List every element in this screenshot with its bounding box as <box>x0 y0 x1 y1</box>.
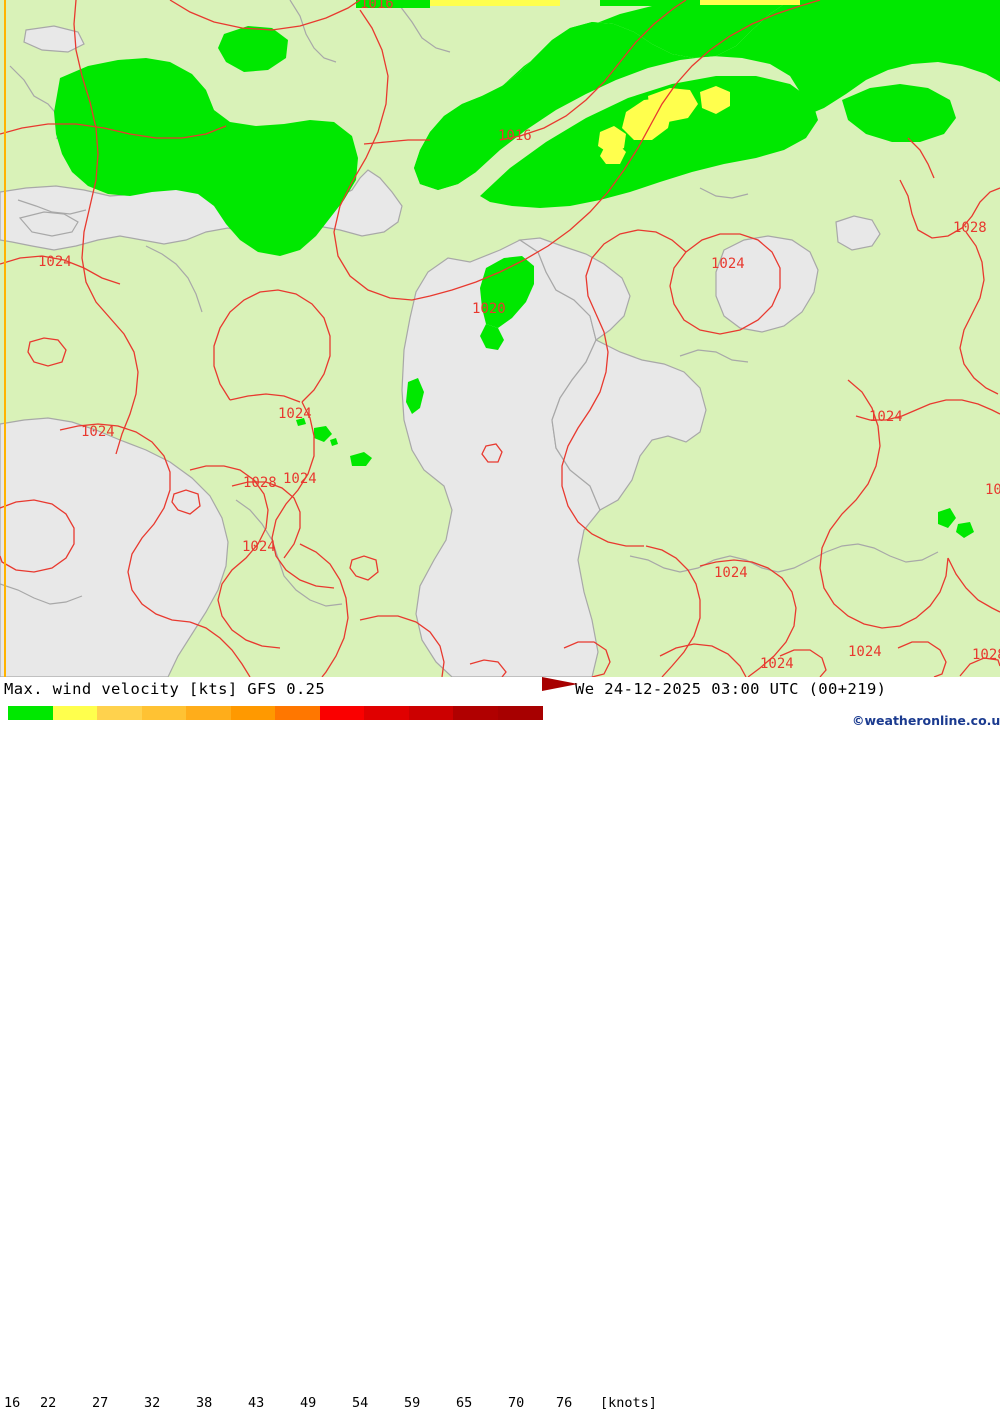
water-northeast-island <box>715 235 819 333</box>
wind-patch-central-sea-tail <box>480 324 504 350</box>
legend-tick-76: 76 <box>556 1395 573 1411</box>
legend-tick-70: 70 <box>508 1395 525 1411</box>
wind-patch-nw-tiny <box>94 82 140 112</box>
legend-swatch-43 <box>230 706 276 720</box>
legend-swatch-59 <box>364 706 410 720</box>
isobar-label-1020-5: 1020 <box>472 301 506 317</box>
isobar-label-1028-16: 1028 <box>972 647 1000 663</box>
legend-tick-65: 65 <box>456 1395 473 1411</box>
wind-strip-top-yellow <box>430 0 560 6</box>
wind-strip-top-1 <box>356 0 430 8</box>
legend-tick-32: 32 <box>144 1395 161 1411</box>
weather-map-canvas[interactable]: 1016 1016 1024 1028 1024 1020 1024 1024 1024 1028… <box>0 0 1000 677</box>
isobar-label-1024-7: 1024 <box>81 424 115 440</box>
map-footer: Max. wind velocity [kts] GFS 0.25 We 24-… <box>0 677 1000 1411</box>
model-run-timestamp: We 24-12-2025 03:00 UTC (00+219) <box>575 680 887 698</box>
isobar-label-1024-8: 1024 <box>869 409 903 425</box>
legend-tick-27: 27 <box>92 1395 109 1411</box>
isobar-label-1028-3: 1028 <box>953 220 987 236</box>
isobar-label-1016-0: 1016 <box>360 0 394 12</box>
wind-patch-ne-upper <box>414 0 790 190</box>
wind-speck-5 <box>938 508 956 528</box>
isobar-label-1024-4: 1024 <box>711 256 745 272</box>
wind-band-22-27 <box>430 0 800 164</box>
wind-patch-nw-small <box>218 26 288 72</box>
legend-tick-22: 22 <box>40 1395 57 1411</box>
wind-patch-ne-main <box>480 76 818 208</box>
isobar-label-1028-9: 1028 <box>243 475 277 491</box>
wind-patch-ne-island <box>802 24 860 70</box>
legend-tick-59: 59 <box>404 1395 421 1411</box>
legend-swatch-27 <box>97 706 143 720</box>
wind-speck-6 <box>956 522 974 538</box>
wind-patch-ne-corner <box>876 8 1000 62</box>
chart-title: Max. wind velocity [kts] GFS 0.25 <box>4 680 326 698</box>
wind-core-yellow-3 <box>700 86 730 114</box>
copyright-notice: ©weatheronline.co.uk <box>852 713 1000 728</box>
legend-swatch-22 <box>52 706 98 720</box>
map-vector-layer: 1016 1016 1024 1028 1024 1020 1024 1024 1024 1028… <box>0 0 1000 677</box>
water-southwest-sea <box>0 417 229 677</box>
water-eastern-bay <box>551 339 707 511</box>
isobar-label-1024-12: 1024 <box>242 539 276 555</box>
legend-swatch-70 <box>453 706 499 720</box>
legend-tick-49: 49 <box>300 1395 317 1411</box>
legend-swatch-65 <box>408 706 454 720</box>
water-small-bay-1 <box>18 211 79 237</box>
wind-strip-top-2 <box>600 0 700 6</box>
wind-strip-top-yellow-2 <box>700 0 800 5</box>
isobar-label-1024-2: 1024 <box>38 254 72 270</box>
wind-speck-2 <box>350 452 372 466</box>
wind-band-16-22 <box>54 0 1000 538</box>
legend-swatch-49 <box>275 706 321 720</box>
water-northeast-island-2 <box>835 215 881 251</box>
legend-tick-54: 54 <box>352 1395 369 1411</box>
legend-arrow-icon <box>542 677 578 691</box>
wind-speed-color-legend <box>8 706 543 720</box>
isobars <box>0 0 1000 677</box>
isobar-label-1024-10: 1024 <box>283 471 317 487</box>
legend-swatch-38 <box>186 706 232 720</box>
legend-swatch-54 <box>319 706 365 720</box>
isobar-label-1016-1: 1016 <box>498 128 532 144</box>
wind-speck-1 <box>314 426 332 442</box>
legend-tick-labels: 16 22 27 32 38 43 49 54 59 65 70 76 [knots] <box>0 1395 1000 1411</box>
isobar-label-1024-11: 1024 <box>985 482 1000 498</box>
legend-tick-38: 38 <box>196 1395 213 1411</box>
isobar-label-1024-13: 1024 <box>714 565 748 581</box>
isobar-label-1024-14: 1024 <box>760 656 794 672</box>
isobar-labels: 1016 1016 1024 1028 1024 1020 1024 1024 1024 1028… <box>38 0 1000 672</box>
legend-units-label: [knots] <box>600 1395 657 1411</box>
wind-speck-4 <box>330 438 338 446</box>
water-central-north-lobe <box>518 237 631 342</box>
legend-swatch-76 <box>497 706 543 720</box>
isobar-label-1024-6: 1024 <box>278 406 312 422</box>
legend-tick-43: 43 <box>248 1395 265 1411</box>
legend-tick-16: 16 <box>4 1395 21 1411</box>
wind-patch-central-sea <box>480 256 534 328</box>
wind-speck-3 <box>296 418 306 426</box>
legend-swatch-16 <box>8 706 54 720</box>
legend-swatch-32 <box>141 706 187 720</box>
wind-patch-ne-east <box>842 84 956 142</box>
wind-patch-lake-west <box>406 378 424 414</box>
wind-core-yellow-5 <box>600 144 626 164</box>
isobar-label-1024-15: 1024 <box>848 644 882 660</box>
wind-core-yellow-2 <box>648 88 698 122</box>
